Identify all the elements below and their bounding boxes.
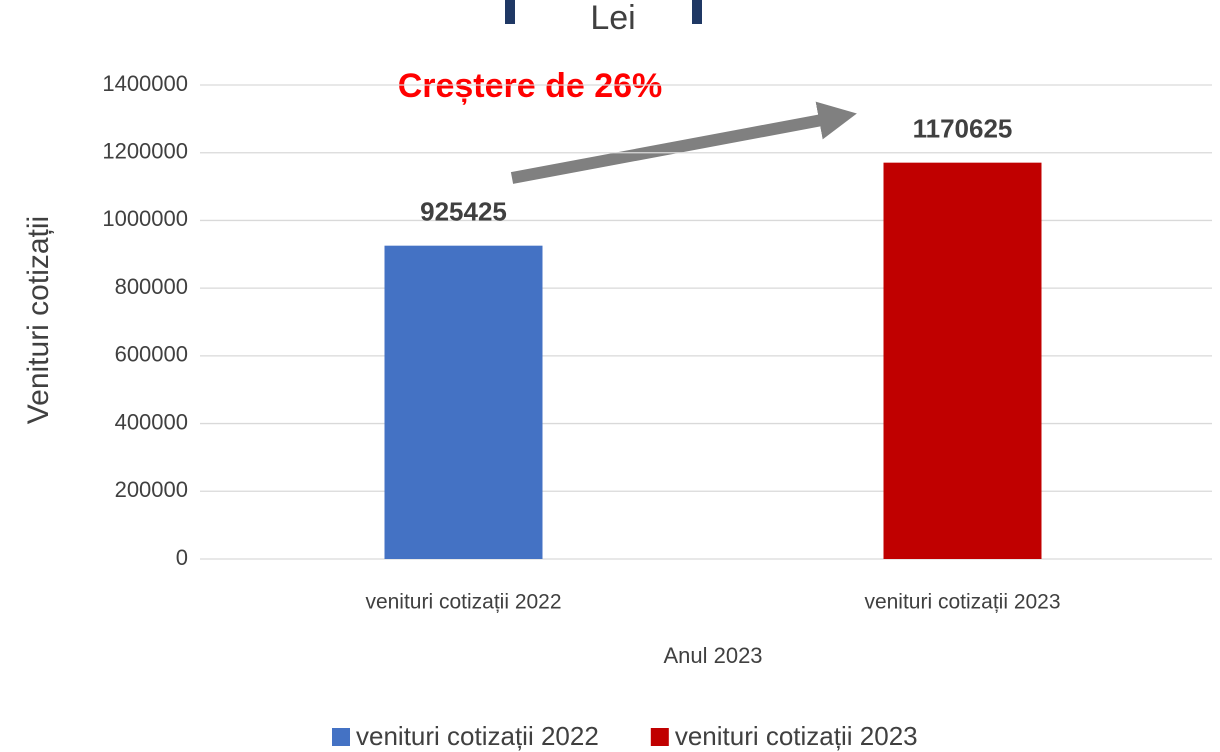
title-decoration xyxy=(505,0,515,24)
legend-swatch xyxy=(650,728,669,746)
y-tick-label: 1200000 xyxy=(102,139,188,164)
legend-label: venituri cotizații 2023 xyxy=(675,721,918,751)
data-label: 925425 xyxy=(420,197,507,227)
y-tick-label: 200000 xyxy=(115,477,188,502)
y-tick-label: 0 xyxy=(176,545,188,570)
bar xyxy=(883,162,1042,559)
y-tick-label: 800000 xyxy=(115,274,188,299)
arrow xyxy=(510,101,857,184)
x-tick-label: venituri cotizații 2022 xyxy=(365,591,561,614)
x-axis-label: Anul 2023 xyxy=(663,643,762,668)
y-axis-label: Venituri cotizații xyxy=(22,216,55,424)
data-label: 1170625 xyxy=(913,114,1013,144)
chart-title: Lei xyxy=(590,0,635,37)
x-tick-label: venituri cotizații 2023 xyxy=(864,591,1060,614)
annotation: Creștere de 26% xyxy=(398,67,663,105)
y-tick-label: 400000 xyxy=(115,409,188,434)
title-decoration xyxy=(692,0,702,24)
legend-label: venituri cotizații 2022 xyxy=(356,721,599,751)
y-tick-label: 1400000 xyxy=(102,71,188,96)
y-tick-label: 1000000 xyxy=(102,206,188,231)
y-tick-label: 600000 xyxy=(115,342,188,367)
legend-swatch xyxy=(332,728,350,746)
bar xyxy=(384,245,543,559)
